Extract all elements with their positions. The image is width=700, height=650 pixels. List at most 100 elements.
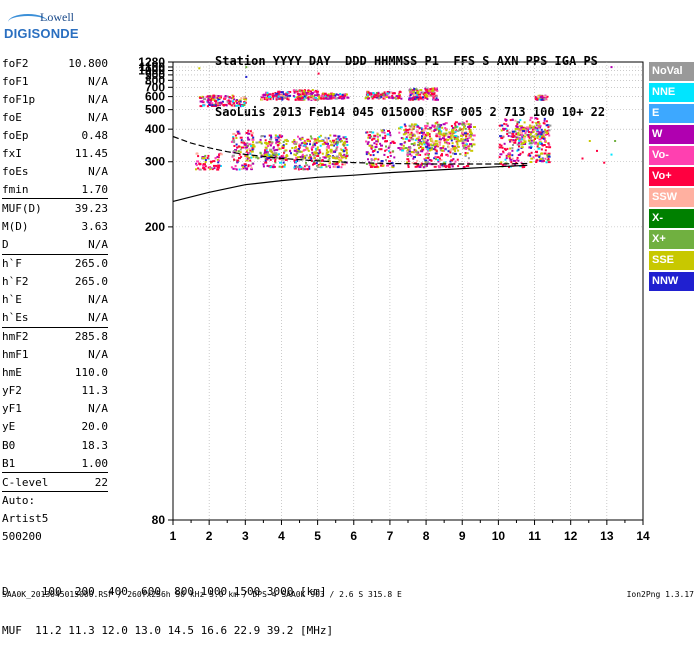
echo-point xyxy=(226,100,229,103)
echo-point xyxy=(247,138,251,141)
echo-point xyxy=(419,141,422,144)
param-row: foE N/A xyxy=(2,108,108,126)
true-height-profile xyxy=(172,164,528,202)
echo-point xyxy=(427,127,429,130)
echo-point xyxy=(277,90,281,93)
echo-point xyxy=(343,140,346,143)
echo-point xyxy=(543,152,547,155)
echo-point xyxy=(538,131,541,134)
echo-point xyxy=(275,140,278,143)
echo-point xyxy=(247,132,251,135)
echo-point xyxy=(398,91,402,94)
echo-point xyxy=(280,96,283,98)
echo-point xyxy=(265,147,268,150)
echo-point xyxy=(449,151,452,154)
echo-point xyxy=(499,135,503,138)
echo-point xyxy=(293,91,296,94)
echo-point xyxy=(380,160,384,162)
file-info: SAA0K_2013045015000.RSF / 260fx256h 50 k… xyxy=(2,590,402,599)
x-tick-label: 14 xyxy=(636,529,650,543)
echo-point xyxy=(543,138,546,141)
echo-point xyxy=(299,156,302,158)
echo-point xyxy=(277,136,280,139)
echo-point xyxy=(466,137,469,140)
echo-point xyxy=(203,98,206,101)
echo-point xyxy=(537,95,540,98)
param-row: fxI 11.45 xyxy=(2,144,108,162)
param-value: N/A xyxy=(88,110,108,124)
legend-item: Vo- xyxy=(649,146,694,165)
echo-point xyxy=(265,151,269,154)
x-tick-label: 6 xyxy=(350,529,357,543)
echo-point xyxy=(326,94,329,97)
echo-point xyxy=(313,97,316,100)
echo-point xyxy=(435,142,438,145)
echo-point xyxy=(266,164,269,167)
echo-point xyxy=(294,154,297,157)
echo-point xyxy=(199,163,201,166)
echo-point xyxy=(199,105,203,108)
echo-point xyxy=(425,142,429,145)
echo-point xyxy=(206,157,209,159)
echo-point xyxy=(333,141,336,144)
echo-point xyxy=(408,98,410,101)
echo-point xyxy=(447,142,450,144)
echo-point xyxy=(336,138,339,141)
echo-point xyxy=(321,143,325,146)
echo-point xyxy=(309,135,312,138)
echo-point xyxy=(263,135,266,138)
echo-point xyxy=(308,156,312,159)
echo-point xyxy=(521,166,524,169)
echo-point xyxy=(406,153,410,156)
echo-point xyxy=(207,101,210,104)
echo-point xyxy=(544,95,547,98)
echo-point xyxy=(451,126,454,129)
echo-point xyxy=(344,146,347,149)
echo-point xyxy=(534,129,536,132)
echo-point xyxy=(537,125,540,128)
echo-point xyxy=(438,143,441,146)
echo-point xyxy=(501,135,504,138)
echo-point xyxy=(518,130,522,133)
echo-point xyxy=(386,94,389,97)
echo-point xyxy=(336,146,339,149)
echo-point xyxy=(406,129,409,131)
echo-point xyxy=(508,157,511,160)
echo-point xyxy=(459,153,462,156)
echo-point xyxy=(306,168,309,171)
echo-point xyxy=(327,146,330,149)
echo-point xyxy=(278,142,281,145)
echo-point xyxy=(517,142,520,145)
echo-point xyxy=(467,165,470,167)
echo-point xyxy=(522,126,525,129)
echo-point xyxy=(412,128,415,130)
echo-point xyxy=(303,144,307,147)
echo-point xyxy=(346,144,349,146)
echo-point xyxy=(425,141,428,144)
echo-point xyxy=(311,148,313,151)
echo-point xyxy=(316,155,320,157)
echo-point xyxy=(303,95,306,98)
echo-point xyxy=(250,168,253,171)
echo-point xyxy=(252,155,255,158)
echo-point xyxy=(338,157,342,160)
echo-point xyxy=(275,98,278,101)
param-row: M(D) 3.63 xyxy=(2,217,108,235)
echo-point xyxy=(244,164,247,167)
param-value: 20.0 xyxy=(81,420,109,434)
y-tick-label: 800 xyxy=(145,73,165,87)
echo-point xyxy=(525,126,529,129)
echo-point xyxy=(241,146,244,149)
echo-point xyxy=(506,133,509,135)
echo-point xyxy=(264,149,267,152)
echo-point xyxy=(412,91,415,94)
echo-point xyxy=(512,159,516,162)
param-value: N/A xyxy=(88,164,108,178)
echo-point xyxy=(409,88,412,91)
echo-point xyxy=(295,89,298,92)
echo-point xyxy=(378,97,382,99)
echo-point xyxy=(437,127,441,130)
echo-point xyxy=(264,159,267,162)
echo-point xyxy=(610,66,613,69)
echo-point xyxy=(243,163,247,166)
